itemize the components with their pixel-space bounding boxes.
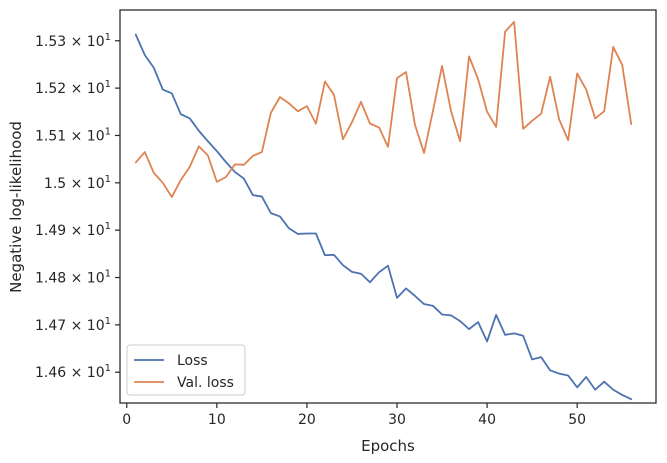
series-lines xyxy=(134,20,633,401)
x-tick-label: 50 xyxy=(568,412,586,428)
y-tick-label: 1.53 × 101 xyxy=(35,32,111,50)
series-line-loss xyxy=(134,33,633,401)
legend-label-loss: Loss xyxy=(177,353,208,369)
plot-area xyxy=(119,9,657,404)
x-tick-label: 10 xyxy=(208,412,226,428)
y-tick-label: 1.49 × 101 xyxy=(35,221,111,239)
x-tick-label: 20 xyxy=(298,412,316,428)
legend: Loss Val. loss xyxy=(126,344,246,396)
y-tick-label: 1.48 × 101 xyxy=(35,269,111,287)
y-tick-label: 1.51 × 101 xyxy=(35,126,111,144)
x-axis-title: Epochs xyxy=(361,437,415,455)
x-axis: 0 10 20 30 40 50 xyxy=(122,403,586,428)
axes-frame xyxy=(119,9,657,404)
x-tick-label: 0 xyxy=(122,412,131,428)
y-axis: 1.46 × 101 1.47 × 101 1.48 × 101 1.49 × 101… xyxy=(35,32,120,381)
y-tick-label: 1.5 × 101 xyxy=(44,174,111,192)
series-line-val-loss xyxy=(134,20,633,198)
y-tick-label: 1.47 × 101 xyxy=(35,316,111,334)
y-axis-title: Negative log-likelihood xyxy=(7,121,25,293)
x-tick-label: 40 xyxy=(478,412,496,428)
legend-label-val-loss: Val. loss xyxy=(177,375,234,391)
y-tick-label: 1.52 × 101 xyxy=(35,79,111,97)
x-tick-label: 30 xyxy=(388,412,406,428)
y-tick-label: 1.46 × 101 xyxy=(35,363,111,381)
